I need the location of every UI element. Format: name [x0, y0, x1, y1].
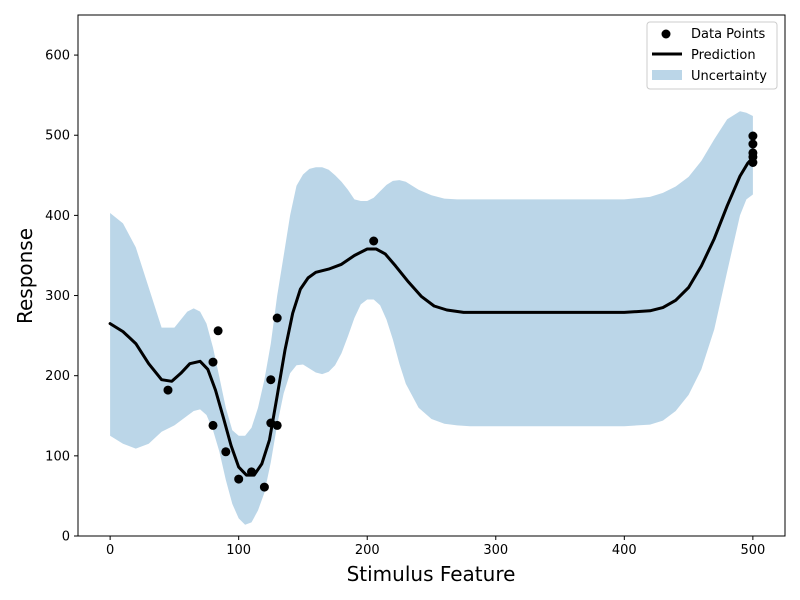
y-tick-label: 100 [45, 449, 70, 464]
x-tick-label: 200 [355, 543, 380, 558]
legend-label-data-points: Data Points [691, 27, 765, 42]
y-tick-label: 500 [45, 129, 70, 144]
x-axis-ticks: 0 100 200 300 400 500 [106, 536, 765, 558]
x-tick-label: 0 [106, 543, 114, 558]
legend-box [646, 21, 778, 90]
y-tick-label: 0 [62, 530, 70, 545]
legend-label-uncertainty: Uncertainty [691, 69, 767, 84]
legend-label-prediction: Prediction [691, 48, 756, 63]
x-tick-label: 100 [226, 543, 251, 558]
legend-marker-data-points [661, 29, 671, 39]
data-point [221, 447, 231, 457]
data-point [259, 482, 269, 492]
axes-frame [77, 14, 786, 537]
prediction-line [108, 156, 755, 477]
data-point [213, 326, 223, 336]
x-tick-label: 500 [740, 543, 765, 558]
x-axis-label: Stimulus Feature [347, 562, 516, 586]
data-point [208, 420, 218, 430]
legend-marker-uncertainty [652, 70, 682, 80]
data-point [748, 131, 758, 141]
data-point [272, 313, 282, 323]
y-axis-label: Response [13, 228, 37, 324]
y-tick-label: 200 [45, 369, 70, 384]
y-tick-label: 300 [45, 289, 70, 304]
legend: Data Points Prediction Uncertainty [646, 21, 778, 90]
plot-area [108, 111, 758, 525]
data-point [208, 357, 218, 367]
y-tick-label: 600 [45, 49, 70, 64]
data-point [272, 420, 282, 430]
data-point [748, 139, 758, 149]
data-point [266, 375, 276, 385]
y-tick-label: 400 [45, 209, 70, 224]
data-point [234, 474, 244, 484]
data-points [163, 131, 758, 492]
y-axis-ticks: 0 100 200 300 400 500 600 [45, 49, 78, 545]
data-point [748, 158, 758, 167]
data-point [163, 385, 173, 395]
data-point [369, 236, 379, 246]
x-tick-label: 300 [483, 543, 508, 558]
data-point [247, 467, 256, 477]
x-tick-label: 400 [612, 543, 637, 558]
